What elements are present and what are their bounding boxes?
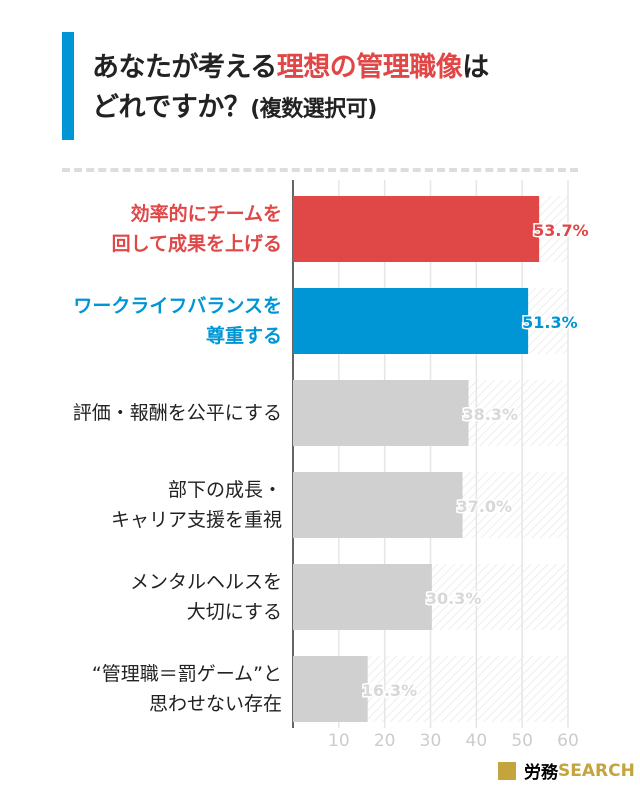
x-tick-label: 40 [466,731,488,751]
bar [293,196,540,262]
logo-icon [498,761,516,780]
data-label: 53.7% [533,221,589,240]
page-title: あなたが考える理想の管理職像はどれですか？(複数選択可) [92,48,489,130]
x-tick-label: 10 [328,731,350,751]
category-label: 部下の成長・ キャリア支援を重視 [110,479,282,531]
category-label: 効率的にチームを 回して成果を上げる [111,203,282,255]
title-line2: どれですか？ [92,92,251,123]
data-label: 51.3% [522,313,578,332]
title-part2: は [462,52,489,83]
bar [293,380,469,446]
data-label: 30.3% [426,589,482,608]
bar [293,472,463,538]
x-tick-label: 20 [374,731,396,751]
brand-name: 労務 [524,763,558,783]
title-part1: あなたが考える [92,52,277,83]
category-label: メンタルヘルスを 大切にする [129,571,282,623]
category-label: 評価・報酬を公平にする [72,402,282,424]
brand-suffix: SEARCH [558,760,635,781]
x-tick-label: 50 [511,731,533,751]
title-note: (複数選択可) [250,97,377,122]
data-label: 37.0% [457,497,513,516]
bar [293,288,529,354]
data-label: 38.3% [463,405,519,424]
bar [293,564,432,630]
divider [62,168,578,172]
title-accent-bar [62,32,74,140]
brand-logo: 労務 SEARCH [498,758,635,783]
category-label: “管理職＝罰ゲーム”と 思わせない存在 [91,663,282,715]
bar [293,656,368,722]
x-tick-label: 30 [420,731,442,751]
data-label: 16.3% [362,681,418,700]
title-highlight: 理想の管理職像 [276,52,463,83]
category-label: ワークライフバランスを 尊重する [73,295,282,347]
x-tick-label: 60 [557,731,579,751]
